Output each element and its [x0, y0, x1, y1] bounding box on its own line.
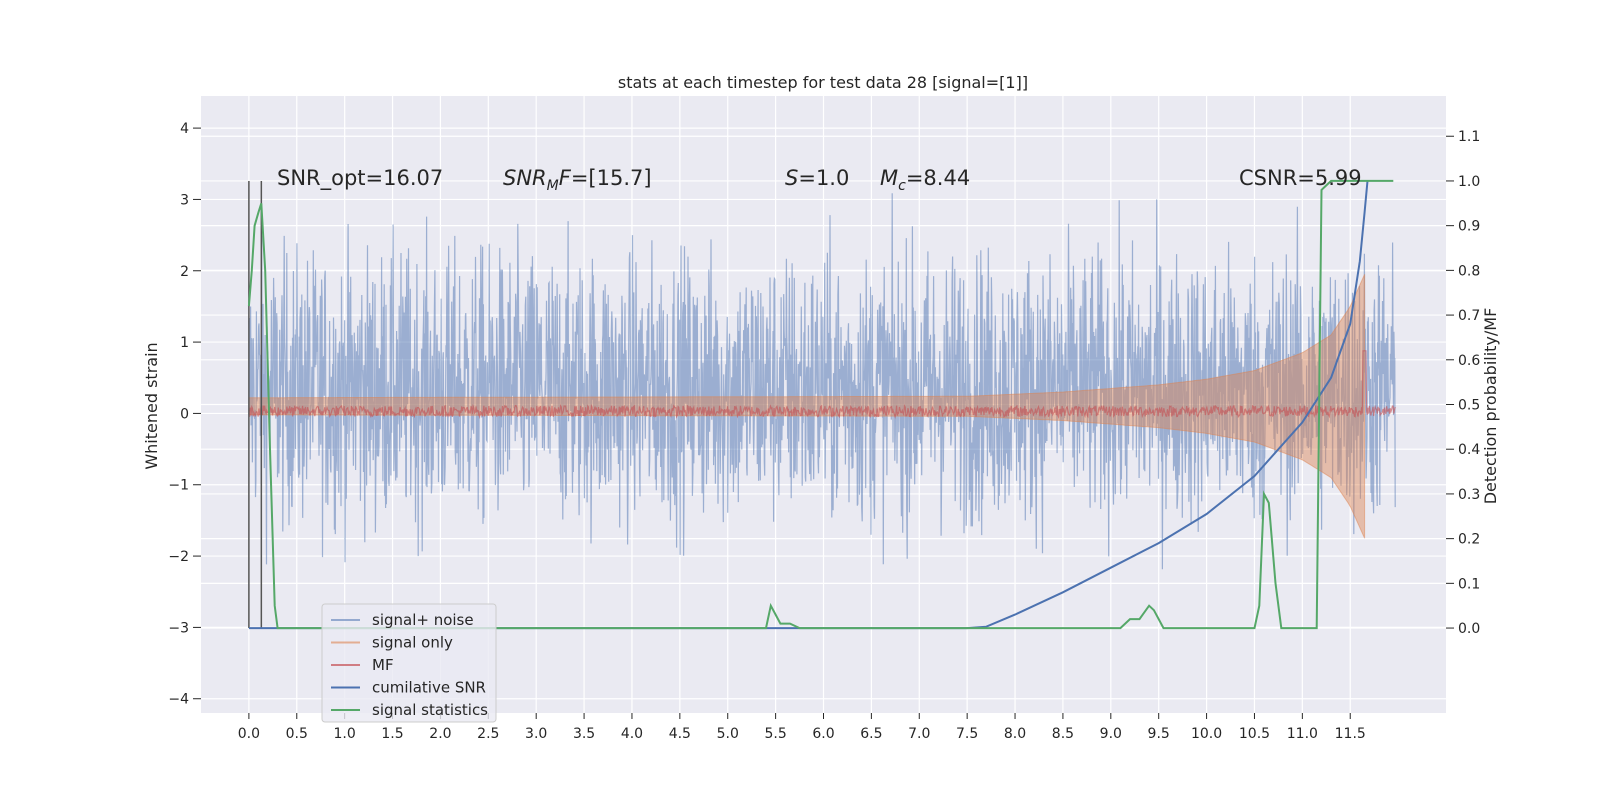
x-tick-label: 8.0 [1004, 726, 1026, 742]
x-tick-label: 9.5 [1148, 726, 1170, 742]
x-tick-label: 6.5 [860, 726, 882, 742]
legend-box [321, 603, 497, 723]
right-y-tick-label: 0.2 [1458, 532, 1480, 548]
right-y-tick-label: 0.6 [1458, 353, 1480, 369]
right-y-tick-label: 0.8 [1458, 263, 1480, 279]
right-y-tick-label: 0.3 [1458, 487, 1480, 503]
annotation-s: S=1.0 [785, 166, 849, 190]
annotation-csnr: CSNR=5.99 [1239, 166, 1362, 190]
right-y-axis-title: Detection probability/MF [1481, 308, 1500, 505]
left-y-tick-label: 1 [180, 335, 189, 351]
x-tick-label: 7.5 [956, 726, 978, 742]
right-y-tick-label: 0.5 [1458, 398, 1480, 414]
annotation-snr-mf-part-b-italic: F [559, 166, 572, 190]
x-tick-label: 3.5 [573, 726, 595, 742]
x-tick-label: 10.0 [1191, 726, 1222, 742]
annotation-mc-part-a: M [880, 166, 898, 190]
left-y-tick-label: −4 [168, 692, 189, 708]
legend: signal+ noise signal only MF cumilative SNR… [321, 603, 497, 723]
right-y-tick-label: 0.0 [1458, 621, 1480, 637]
left-y-axis-title: Whitened strain [142, 342, 161, 469]
right-y-tick-label: 0.1 [1458, 576, 1480, 592]
x-tick-label: 11.5 [1335, 726, 1366, 742]
x-tick-label: 0.0 [238, 726, 260, 742]
left-y-tick-label: −1 [168, 478, 189, 494]
x-tick-label: 9.0 [1100, 726, 1122, 742]
left-y-axis-ticks: 4 3 2 1 0 −1 −2 −3 −4 [168, 121, 201, 708]
x-tick-label: 10.5 [1239, 726, 1270, 742]
series-signal-only [248, 274, 1366, 539]
right-y-tick-label: 1.0 [1458, 174, 1480, 190]
x-tick-label: 5.0 [717, 726, 739, 742]
legend-label: signal only [372, 634, 453, 652]
x-tick-label: 1.5 [381, 726, 403, 742]
right-y-tick-label: 1.1 [1458, 129, 1480, 145]
x-tick-label: 1.0 [334, 726, 356, 742]
annotation-mc: Mc=8.44 [880, 166, 970, 194]
left-y-tick-label: 2 [180, 264, 189, 280]
x-tick-label: 4.0 [621, 726, 643, 742]
legend-label: signal statistics [372, 701, 488, 719]
x-tick-label: 2.0 [429, 726, 451, 742]
left-y-tick-label: 4 [180, 121, 189, 137]
annotation-mc-subscript: c [898, 178, 906, 194]
chart-title: stats at each timestep for test data 28 … [618, 73, 1028, 92]
legend-label: MF [372, 656, 394, 674]
x-tick-label: 2.5 [477, 726, 499, 742]
x-tick-label: 8.5 [1052, 726, 1074, 742]
x-tick-label: 0.5 [286, 726, 308, 742]
annotation-snr-mf-subscript: M [547, 178, 559, 194]
left-y-tick-label: 3 [180, 192, 189, 208]
legend-label: signal+ noise [372, 611, 474, 629]
right-y-tick-label: 0.9 [1458, 219, 1480, 235]
x-tick-label: 5.5 [764, 726, 786, 742]
x-tick-label: 11.0 [1287, 726, 1318, 742]
annotation-snr-opt: SNR_opt=16.07 [277, 166, 443, 191]
right-y-axis-ticks: 1.1 1.0 0.9 0.8 0.7 0.6 0.5 0.4 0.3 0.2 0.1 0.0 [1446, 129, 1480, 637]
x-tick-label: 4.5 [669, 726, 691, 742]
series-mf [248, 350, 1396, 420]
x-axis-ticks: 0.0 0.5 1.0 1.5 2.0 2.5 3.0 3.5 4.0 4.5 5.0 5.5 6.0 6… [238, 713, 1366, 742]
annotation-s-part-b: =1.0 [798, 166, 849, 190]
annotation-snr-mf-part-b: =[15.7] [571, 166, 652, 190]
annotation-snr-mf-part-a: SNR [503, 166, 547, 190]
x-tick-label: 6.0 [812, 726, 834, 742]
annotation-s-part-a: S [785, 166, 798, 190]
left-y-tick-label: −3 [168, 620, 189, 636]
vertical-markers [248, 180, 263, 629]
annotation-mc-part-b: =8.44 [906, 166, 970, 190]
right-y-tick-label: 0.7 [1458, 308, 1480, 324]
series-signal-noise [248, 193, 1396, 570]
right-y-tick-label: 0.4 [1458, 442, 1480, 458]
left-y-tick-label: 0 [180, 406, 189, 422]
x-tick-label: 3.0 [525, 726, 547, 742]
annotation-snr-mf: SNRMF=[15.7] [503, 166, 652, 194]
series-signal-statistics [247, 179, 1394, 630]
x-tick-label: 7.0 [908, 726, 930, 742]
left-y-tick-label: −2 [168, 549, 189, 565]
series-cumilative-snr [248, 180, 1369, 630]
plot-series [247, 179, 1396, 630]
legend-label: cumilative SNR [372, 679, 486, 697]
